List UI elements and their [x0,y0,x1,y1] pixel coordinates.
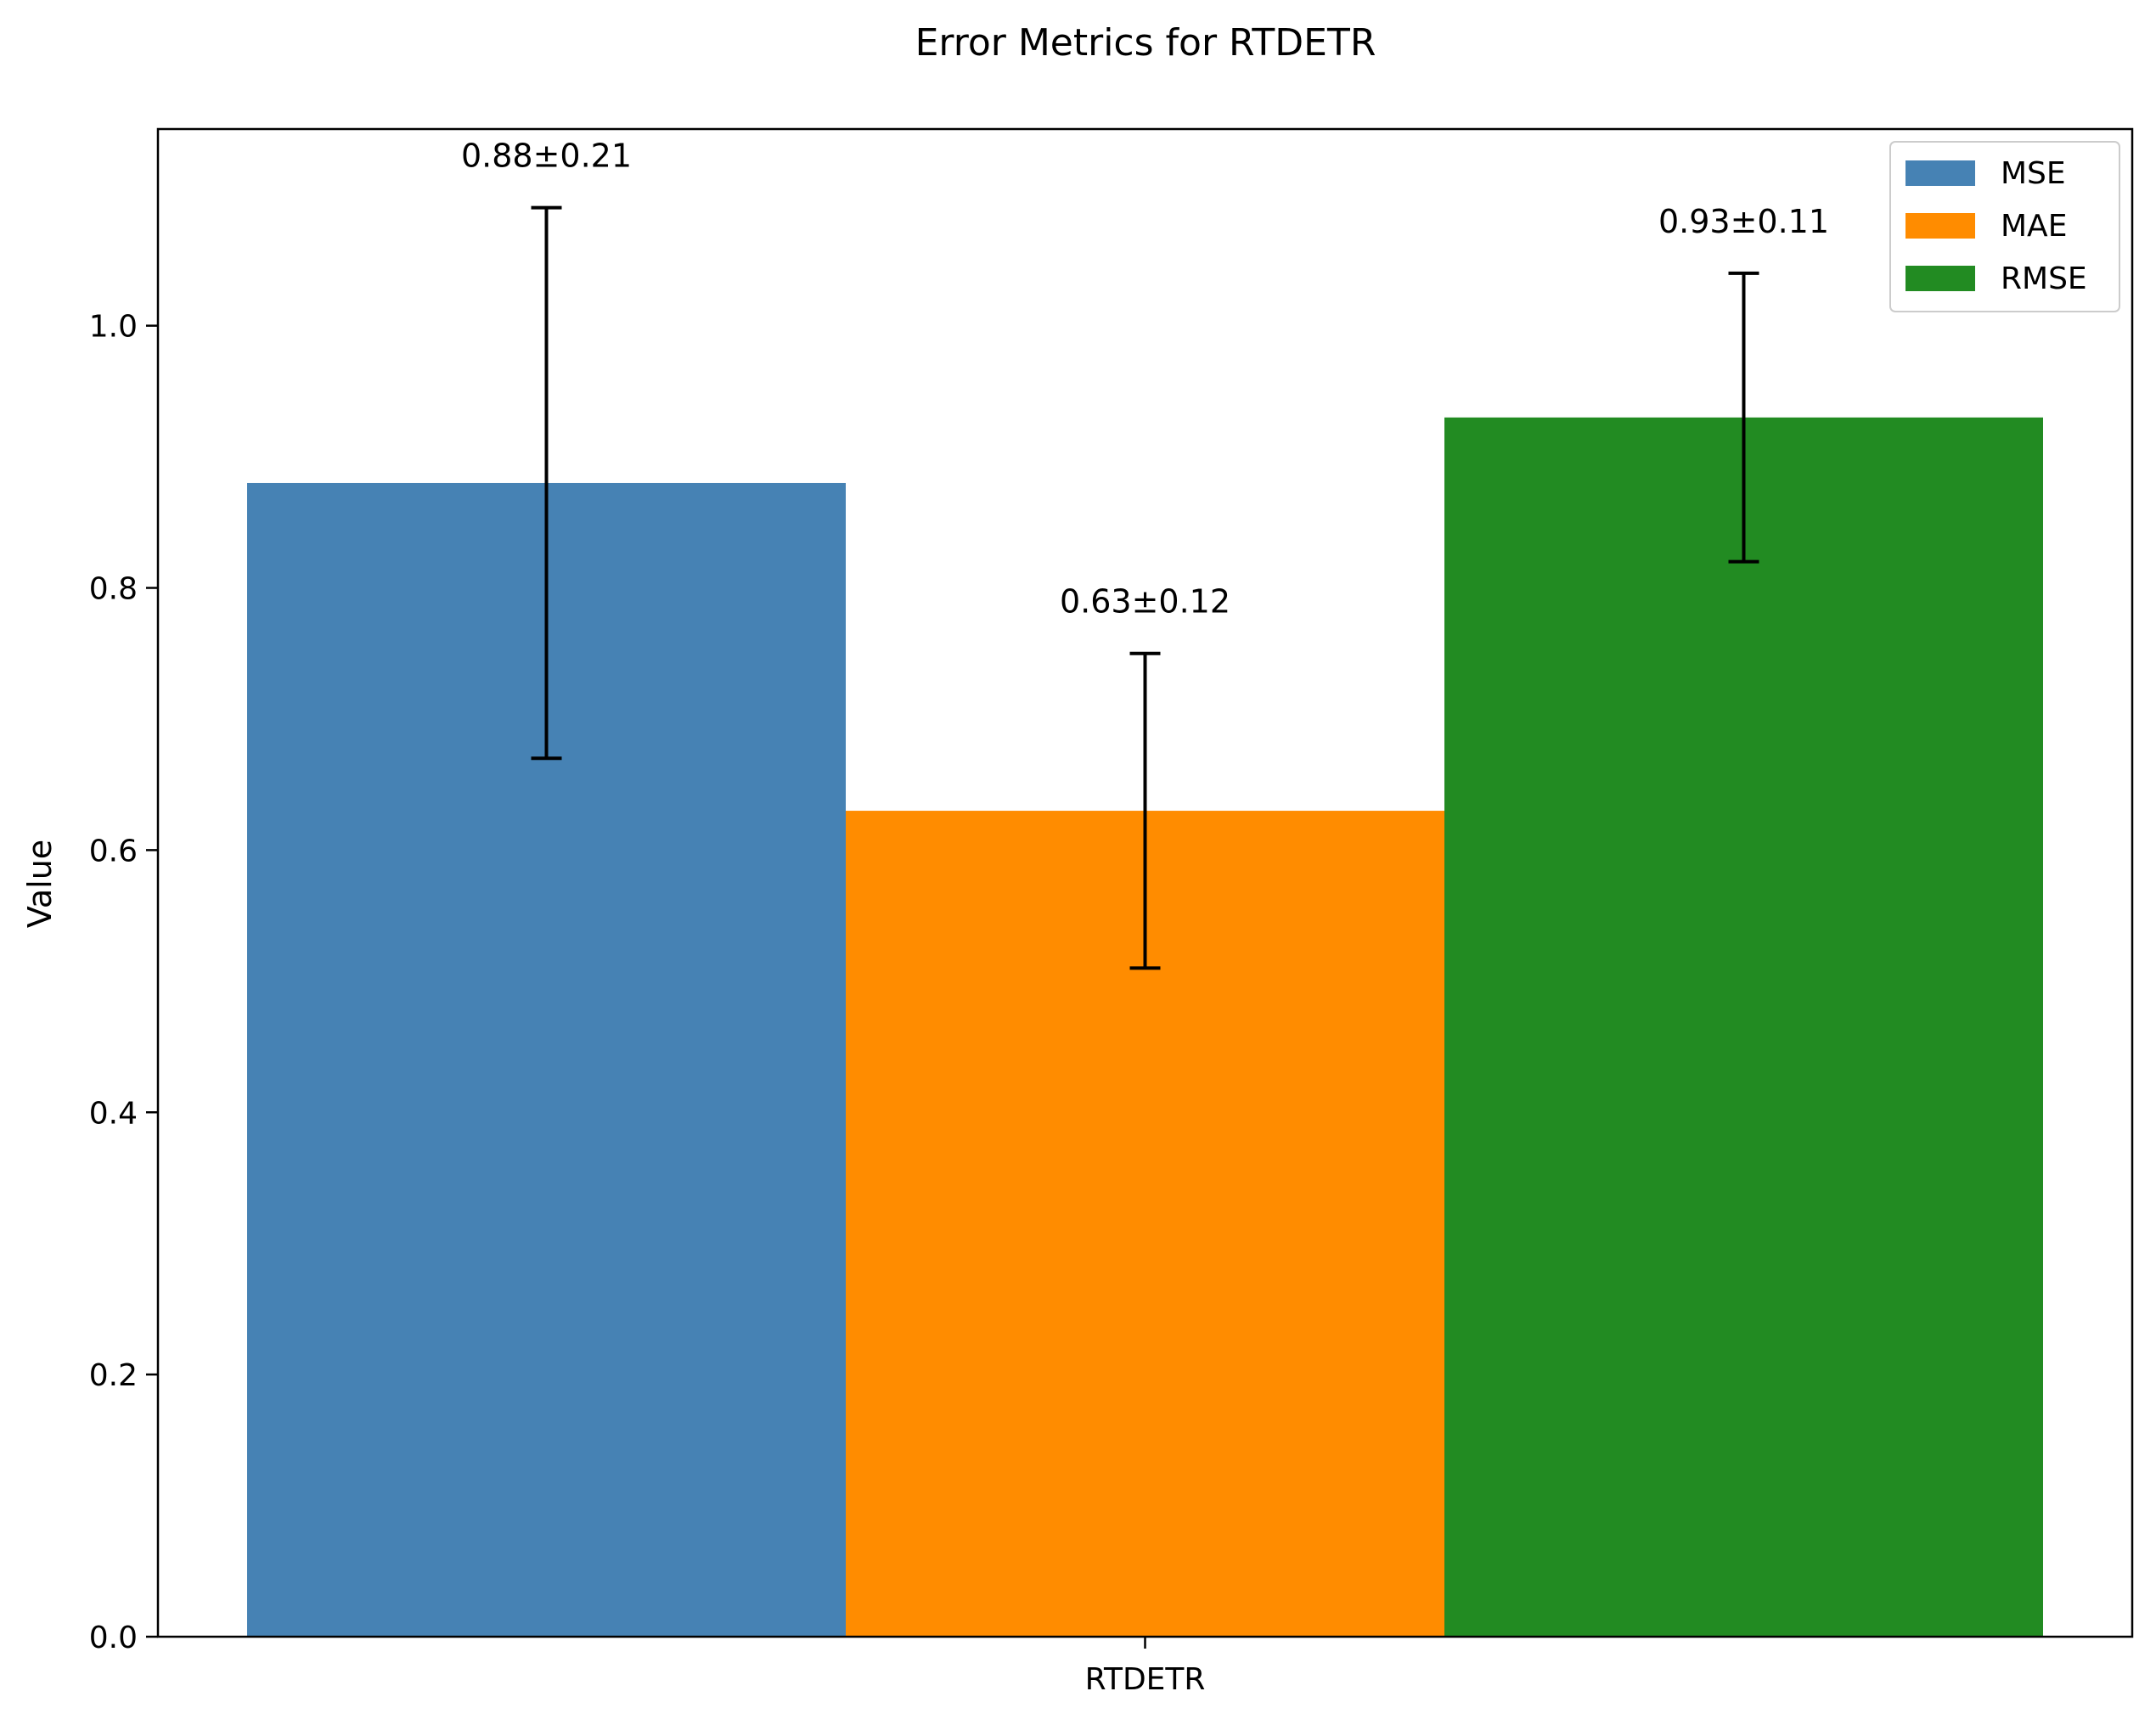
y-axis: 0.0 0.2 0.4 0.6 0.8 1.0 [89,310,158,1655]
legend-swatch-mae [1905,213,1975,239]
y-tick-label-0.8: 0.8 [89,572,138,607]
y-axis-label: Value [21,840,59,928]
y-tick-label-0.0: 0.0 [89,1621,138,1655]
errorbars-layer [531,205,1759,970]
x-tick-label-0: RTDETR [1085,1662,1206,1697]
value-labels-layer: 0.88±0.21 0.63±0.12 0.93±0.11 [461,138,1829,621]
bar-rmse [1444,417,2043,1637]
legend: MSE MAE RMSE [1889,141,2120,312]
y-tick-label-0.4: 0.4 [89,1096,138,1131]
value-label-mse: 0.88±0.21 [461,138,632,175]
legend-label-mse: MSE [2001,156,2066,191]
chart-title: Error Metrics for RTDETR [915,21,1376,65]
legend-swatch-rmse [1905,266,1975,291]
value-label-mae: 0.63±0.12 [1060,583,1230,621]
y-tick-label-0.2: 0.2 [89,1358,138,1393]
y-tick-label-0.6: 0.6 [89,834,138,868]
legend-swatch-mse [1905,160,1975,186]
y-tick-label-1.0: 1.0 [89,310,138,345]
value-label-rmse: 0.93±0.11 [1658,203,1829,240]
plot-frame [156,127,2134,1638]
legend-label-mae: MAE [2001,209,2067,244]
legend-label-rmse: RMSE [2001,261,2087,296]
x-axis: RTDETR [1085,1637,1206,1697]
